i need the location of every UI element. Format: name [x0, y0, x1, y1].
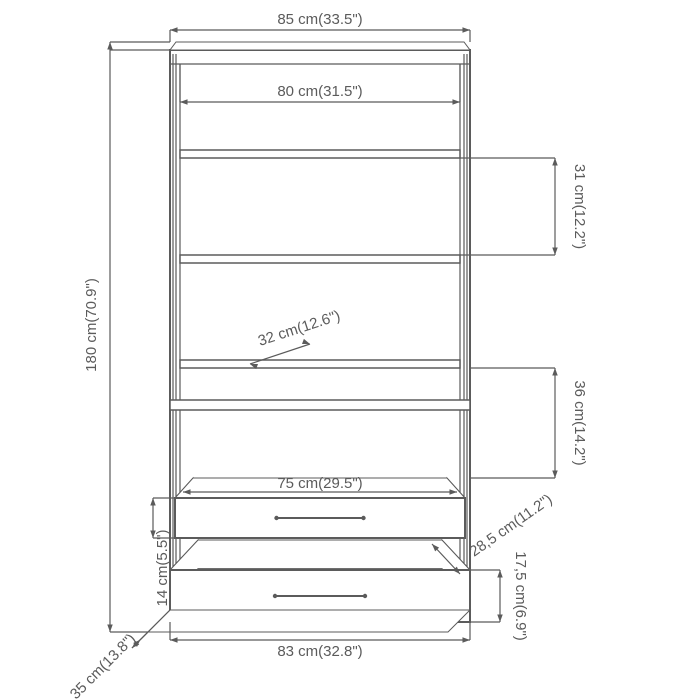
- dim-shelf-gap-label: 31 cm(12.2"): [571, 164, 588, 249]
- dim-overall-w: 85 cm(33.5"): [277, 11, 362, 28]
- dim-overall-h-label: 180 cm(70.9"): [83, 278, 100, 372]
- dim-dh2-label: 17,5 cm(6.9"): [512, 551, 529, 641]
- dim-dh1-label: 14 cm(5.5"): [154, 529, 171, 606]
- dim-inner-w: 80 cm(31.5"): [277, 83, 362, 100]
- dim-depth: 35 cm(13.8"): [67, 630, 139, 700]
- dim-drawer-w: 75 cm(29.5"): [277, 475, 362, 492]
- dim-drawer-d: 28,5 cm(11.2"): [467, 491, 556, 560]
- dim-mid-gap-label: 36 cm(14.2"): [571, 380, 588, 465]
- dim-bot-w: 83 cm(32.8"): [277, 643, 362, 660]
